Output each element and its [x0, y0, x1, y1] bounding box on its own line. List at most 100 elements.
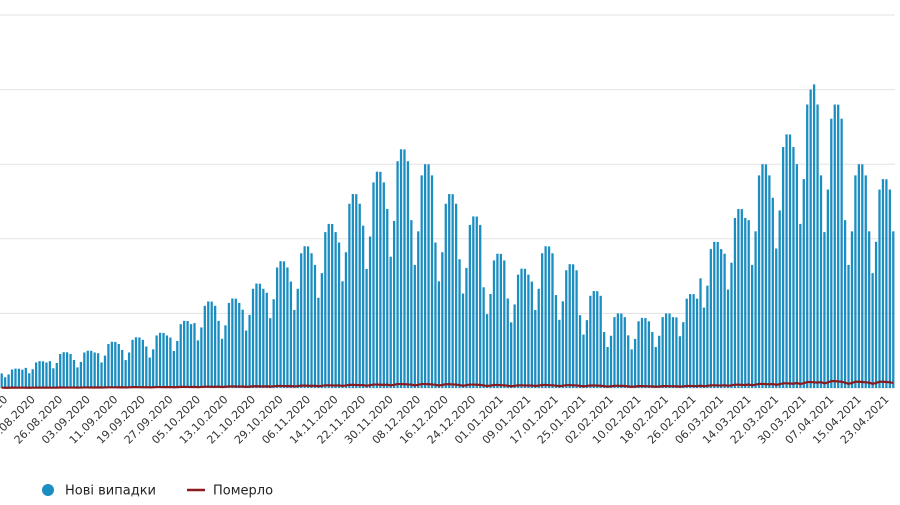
legend-swatch [42, 484, 54, 496]
bar [413, 264, 416, 388]
bar [317, 297, 320, 388]
bar [640, 317, 644, 388]
bar [785, 134, 788, 388]
bar [210, 301, 213, 388]
bar [183, 320, 186, 388]
bar [96, 353, 100, 388]
bar [510, 322, 513, 388]
bar [868, 231, 871, 388]
bar [255, 283, 258, 388]
bar [279, 261, 282, 388]
bar [516, 274, 520, 388]
bar [482, 287, 485, 388]
bar [475, 216, 478, 388]
bar [93, 352, 96, 388]
bar [389, 256, 392, 388]
bar [62, 352, 65, 388]
bar [857, 164, 860, 388]
bar [799, 223, 802, 388]
bar [864, 175, 867, 388]
bar [754, 231, 757, 388]
bar [664, 313, 668, 388]
bar [854, 175, 857, 388]
bar [582, 334, 585, 388]
bar [341, 281, 344, 388]
bar [155, 335, 158, 388]
bar [231, 298, 234, 388]
bar [382, 182, 385, 388]
bar [38, 361, 41, 388]
bar [220, 338, 224, 388]
bar [716, 241, 719, 388]
bar [121, 349, 124, 388]
bar [275, 267, 279, 388]
bar [468, 224, 472, 388]
bar [72, 359, 76, 388]
bar [334, 232, 337, 388]
bar [423, 164, 427, 388]
bar [269, 318, 272, 388]
bar [458, 259, 461, 388]
bar [530, 281, 533, 388]
bar [682, 322, 685, 388]
bar [651, 332, 654, 388]
bar [399, 149, 403, 388]
bar [331, 224, 334, 388]
bar [888, 189, 891, 388]
bar [775, 248, 778, 388]
bar [795, 164, 799, 388]
bar [847, 264, 850, 388]
bar [575, 270, 578, 388]
bar [200, 327, 203, 388]
bar [300, 253, 303, 388]
bar [596, 291, 599, 388]
bar [668, 313, 671, 388]
bar [393, 220, 396, 388]
bar [251, 288, 255, 388]
bar [837, 104, 840, 389]
bar [658, 335, 661, 388]
bar [675, 317, 678, 388]
bar [706, 285, 709, 388]
bar [554, 295, 558, 388]
bar [179, 324, 182, 388]
bar [124, 360, 127, 388]
bar [52, 368, 55, 388]
bar [310, 253, 313, 388]
bar [568, 264, 571, 388]
bar [781, 147, 785, 388]
bar [654, 346, 657, 388]
bar [17, 368, 21, 388]
bar [224, 325, 227, 388]
bar [503, 260, 506, 388]
bar [720, 249, 723, 388]
bar [41, 361, 45, 388]
bar [761, 164, 764, 388]
legend-item: Померло [187, 484, 273, 499]
bar [709, 249, 712, 388]
bar [737, 208, 740, 388]
bar [65, 352, 69, 388]
plot: 10.08.202018.08.202026.08.202003.09.2020… [0, 14, 895, 447]
bar [437, 281, 441, 388]
bar [286, 267, 289, 388]
bar [134, 337, 138, 388]
bar [678, 336, 681, 388]
bar [14, 368, 17, 388]
bar [127, 352, 131, 388]
bar [344, 252, 348, 388]
bar [214, 305, 217, 388]
bar [248, 314, 251, 388]
bar [850, 231, 854, 388]
legend-label: Померло [213, 484, 273, 499]
bar [499, 253, 502, 388]
bar [492, 260, 496, 388]
bar [892, 231, 895, 388]
bar [489, 294, 492, 388]
bar [234, 298, 237, 388]
bar [28, 373, 31, 388]
bar [823, 232, 826, 388]
bar [441, 252, 444, 388]
bar [238, 302, 241, 388]
bar [788, 134, 792, 388]
